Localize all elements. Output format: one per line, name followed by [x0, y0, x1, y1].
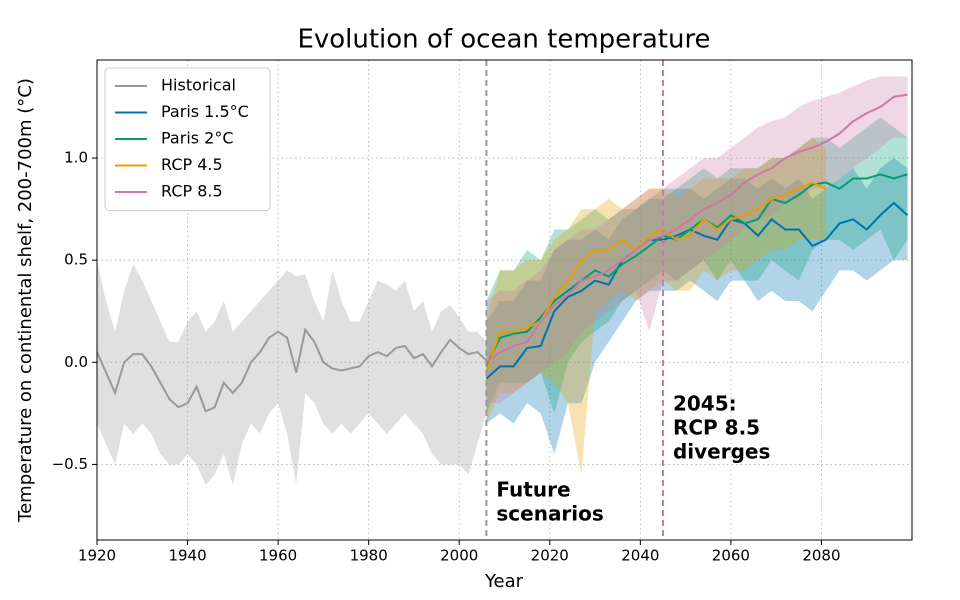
- series-line: [485, 93, 908, 364]
- y-tick-label: 0.5: [64, 251, 88, 269]
- x-tick-label: 2060: [712, 547, 750, 565]
- x-tick-label: 2020: [531, 547, 569, 565]
- y-axis-label: Temperature on continental shelf, 200-70…: [15, 78, 36, 523]
- band: [486, 76, 908, 404]
- chart-title: Evolution of ocean temperature: [297, 25, 710, 55]
- legend-label: RCP 8.5: [161, 182, 223, 201]
- plot-frame: [96, 59, 913, 541]
- x-axis-label: Year: [484, 571, 524, 592]
- annotation-text: diverges: [673, 440, 770, 464]
- legend-label: RCP 4.5: [161, 155, 223, 174]
- y-tick-label: 1.0: [64, 149, 88, 167]
- y-tick-label: 0.0: [64, 353, 88, 371]
- x-tick-label: 2000: [440, 547, 478, 565]
- x-tick-label: 1920: [78, 547, 116, 565]
- annotation-text: Future: [496, 478, 570, 502]
- series-line: [97, 327, 488, 413]
- legend-label: Paris 2°C: [161, 129, 234, 148]
- series-line: [485, 201, 909, 380]
- x-tick-label: 2040: [621, 547, 659, 565]
- series-line: [485, 173, 908, 367]
- legend-label: Paris 1.5°C: [161, 102, 249, 121]
- legend-label: Historical: [161, 76, 236, 95]
- x-tick-label: 1980: [350, 547, 388, 565]
- annotation-text: scenarios: [496, 502, 603, 526]
- x-tick-label: 1940: [168, 547, 206, 565]
- x-tick-label: 2080: [802, 547, 840, 565]
- band: [97, 260, 487, 485]
- legend: Historical Paris 1.5°C Paris 2°C RCP 4.5 RCP…: [104, 67, 271, 211]
- x-tick-label: 1960: [259, 547, 297, 565]
- y-tick-label: −0.5: [52, 455, 88, 473]
- legend-box: [104, 67, 271, 211]
- annotation-text: RCP 8.5: [673, 416, 760, 440]
- annotation-text: 2045:: [673, 392, 737, 416]
